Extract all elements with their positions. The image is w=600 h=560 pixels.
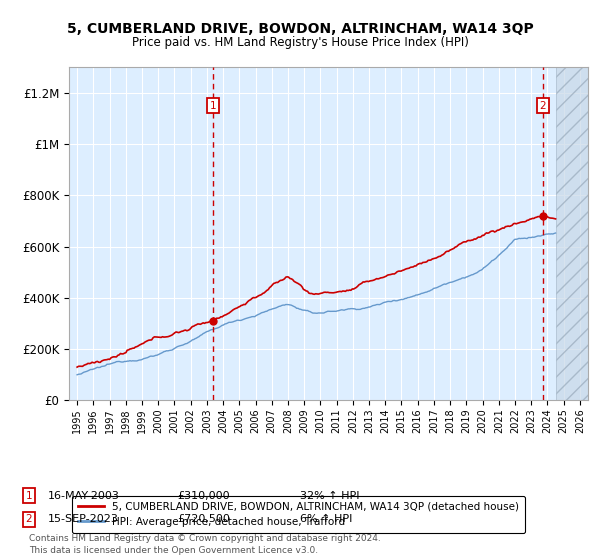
Text: 6% ↑ HPI: 6% ↑ HPI: [300, 514, 352, 524]
Text: £310,000: £310,000: [177, 491, 230, 501]
Text: £720,500: £720,500: [177, 514, 230, 524]
Bar: [556, 67, 588, 400]
Text: 16-MAY-2003: 16-MAY-2003: [48, 491, 120, 501]
Text: Price paid vs. HM Land Registry's House Price Index (HPI): Price paid vs. HM Land Registry's House …: [131, 36, 469, 49]
Text: 2: 2: [25, 514, 32, 524]
Text: Contains HM Land Registry data © Crown copyright and database right 2024.
This d: Contains HM Land Registry data © Crown c…: [29, 534, 380, 556]
Text: 15-SEP-2023: 15-SEP-2023: [48, 514, 119, 524]
Text: 5, CUMBERLAND DRIVE, BOWDON, ALTRINCHAM, WA14 3QP: 5, CUMBERLAND DRIVE, BOWDON, ALTRINCHAM,…: [67, 22, 533, 36]
Text: 1: 1: [25, 491, 32, 501]
Text: 2: 2: [539, 101, 546, 111]
Point: [538, 211, 548, 220]
Text: 1: 1: [209, 101, 216, 111]
Text: 32% ↑ HPI: 32% ↑ HPI: [300, 491, 359, 501]
Legend: 5, CUMBERLAND DRIVE, BOWDON, ALTRINCHAM, WA14 3QP (detached house), HPI: Average: 5, CUMBERLAND DRIVE, BOWDON, ALTRINCHAM,…: [71, 496, 526, 533]
Point: [208, 316, 218, 325]
